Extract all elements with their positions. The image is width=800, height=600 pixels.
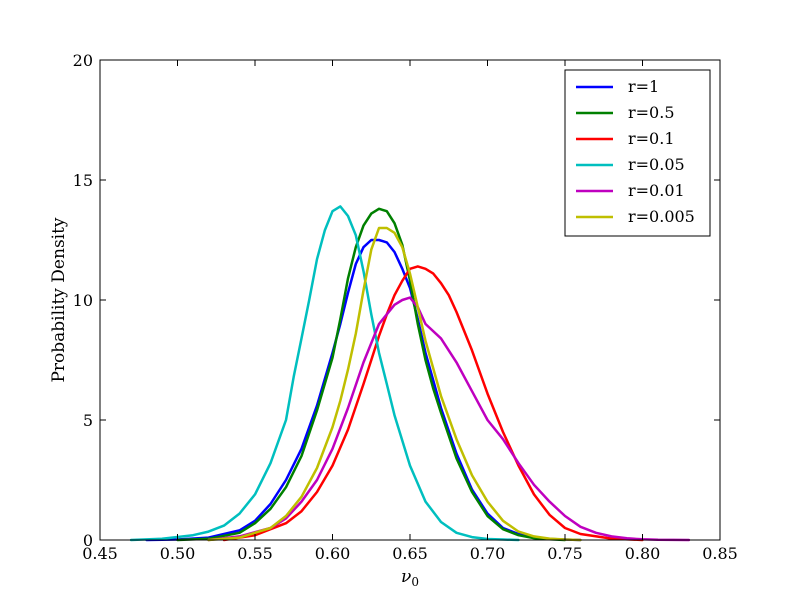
series-line-2 (176, 207, 567, 542)
series-line-4 (129, 205, 520, 542)
legend-label: r=0.5 (628, 103, 675, 122)
x-tick-label: 0.60 (315, 544, 351, 563)
series-line-5 (207, 296, 691, 542)
x-axis-label-subscript: 0 (411, 575, 419, 589)
legend: r=1 r=0.5 r=0.1 r=0.05 r=0.01 r=0.005 (564, 69, 711, 237)
y-tick-label: 10 (73, 291, 93, 310)
legend-label: r=0.01 (628, 181, 685, 200)
legend-label: r=1 (628, 77, 659, 96)
y-tick-label: 20 (73, 51, 93, 70)
y-tick-label: 15 (73, 171, 93, 190)
series-layer (129, 205, 691, 542)
legend-box (564, 69, 711, 237)
x-tick-label: 0.45 (82, 544, 118, 563)
y-axis-label: Probability Density (49, 217, 69, 382)
x-tick-label: 0.80 (625, 544, 661, 563)
legend-label: r=0.005 (628, 207, 695, 226)
x-axis-label-main: ν (401, 567, 411, 587)
x-tick-label: 0.65 (392, 544, 428, 563)
x-tick-label: 0.85 (702, 544, 738, 563)
x-tick-label: 0.70 (470, 544, 506, 563)
legend-label: r=0.1 (628, 129, 675, 148)
legend-label: r=0.05 (628, 155, 685, 174)
y-tick-label: 0 (83, 531, 93, 550)
series-line-3 (222, 265, 644, 542)
x-tick-label: 0.75 (547, 544, 583, 563)
tick-layer: 0.45 0.50 0.55 0.60 0.65 0.70 0.75 0.80 0.85 0 5 10… (73, 51, 738, 563)
y-tick-label: 5 (83, 411, 93, 430)
x-tick-label: 0.55 (237, 544, 273, 563)
x-axis-label: ν0 (401, 567, 419, 589)
x-tick-label: 0.50 (160, 544, 196, 563)
series-line-6 (207, 226, 582, 542)
